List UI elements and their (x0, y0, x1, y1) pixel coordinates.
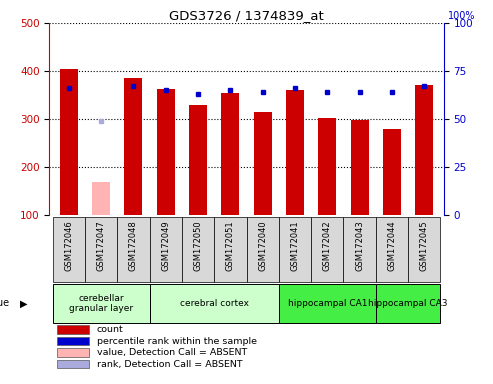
Bar (60, 69, 77, 215)
Bar (246, 217, 279, 282)
Text: hippocampal CA3: hippocampal CA3 (368, 299, 448, 308)
Text: count: count (97, 325, 123, 334)
Text: ▶: ▶ (20, 298, 27, 308)
Text: rank, Detection Call = ABSENT: rank, Detection Call = ABSENT (97, 359, 242, 369)
Text: GSM172043: GSM172043 (355, 220, 364, 271)
Text: GSM172047: GSM172047 (97, 220, 106, 271)
Bar (57, 325, 89, 334)
Text: GSM172050: GSM172050 (194, 220, 203, 271)
Bar (221, 93, 239, 215)
Bar (279, 284, 376, 323)
Bar (182, 217, 214, 282)
Bar (351, 121, 369, 215)
Bar (311, 217, 344, 282)
Text: GSM172040: GSM172040 (258, 220, 267, 271)
Text: cerebral cortex: cerebral cortex (179, 299, 248, 308)
Text: GSM172044: GSM172044 (387, 220, 396, 271)
Bar (57, 337, 89, 345)
Bar (376, 217, 408, 282)
Bar (189, 105, 207, 215)
Bar (85, 217, 117, 282)
Bar (57, 360, 89, 368)
Bar (214, 217, 246, 282)
Text: GSM172041: GSM172041 (290, 220, 299, 271)
Bar (149, 284, 279, 323)
Bar (279, 217, 311, 282)
Bar (124, 78, 142, 215)
Title: GDS3726 / 1374839_at: GDS3726 / 1374839_at (169, 9, 324, 22)
Bar (254, 112, 272, 215)
Bar (57, 348, 89, 357)
Bar (376, 284, 440, 323)
Text: value, Detection Call = ABSENT: value, Detection Call = ABSENT (97, 348, 247, 357)
Bar (149, 217, 182, 282)
Bar (286, 90, 304, 215)
Text: GSM172046: GSM172046 (64, 220, 73, 271)
Text: GSM172048: GSM172048 (129, 220, 138, 271)
Bar (92, 182, 110, 215)
Text: GSM172045: GSM172045 (420, 220, 429, 271)
Text: GSM172051: GSM172051 (226, 220, 235, 271)
Bar (408, 217, 440, 282)
Bar (53, 217, 85, 282)
Text: 100%: 100% (448, 11, 475, 21)
Bar (318, 118, 336, 215)
Bar (344, 217, 376, 282)
Text: cerebellar
granular layer: cerebellar granular layer (69, 294, 133, 313)
Bar (53, 284, 149, 323)
Text: GSM172049: GSM172049 (161, 220, 170, 271)
Bar (157, 89, 175, 215)
Text: tissue: tissue (0, 298, 10, 308)
Bar (117, 217, 149, 282)
Bar (383, 129, 401, 215)
Text: hippocampal CA1: hippocampal CA1 (287, 299, 367, 308)
Bar (416, 86, 433, 215)
Text: GSM172042: GSM172042 (323, 220, 332, 271)
Text: percentile rank within the sample: percentile rank within the sample (97, 336, 257, 346)
